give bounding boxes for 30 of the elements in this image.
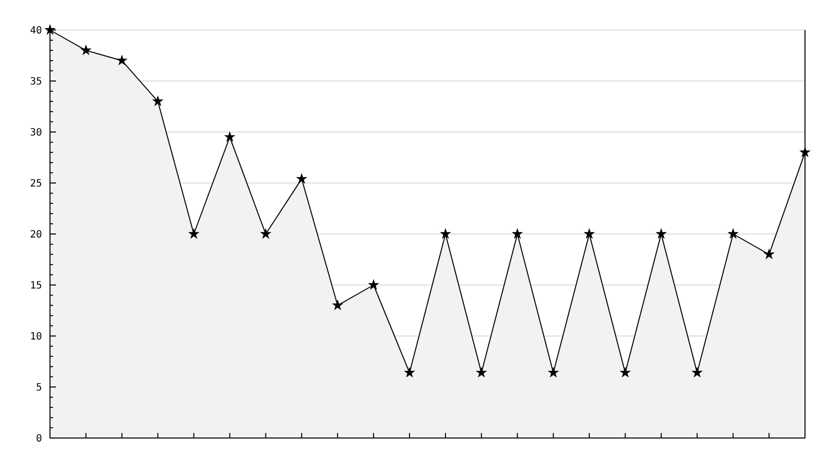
point — [512, 228, 524, 239]
point — [188, 228, 200, 239]
point — [80, 44, 92, 56]
y-tick-label: 40 — [30, 26, 42, 36]
point — [404, 366, 416, 378]
point — [440, 228, 452, 239]
point — [656, 228, 667, 239]
point — [224, 131, 236, 142]
y-tick-label: 35 — [30, 76, 42, 88]
point — [584, 228, 595, 239]
y-tick-label: 5 — [36, 382, 42, 394]
point — [620, 366, 631, 378]
point — [296, 172, 308, 184]
y-tick-label: 30 — [30, 128, 42, 138]
point — [368, 279, 380, 290]
y-tick-label: 0 — [36, 434, 42, 444]
point — [44, 24, 56, 35]
point — [332, 299, 344, 310]
y-tick-label: 15 — [30, 280, 42, 292]
point — [763, 248, 775, 260]
y-tick-label: 10 — [30, 332, 42, 342]
point — [727, 228, 739, 239]
point — [260, 228, 272, 239]
point — [116, 54, 128, 66]
y-tick-label: 25 — [30, 178, 42, 190]
point — [152, 95, 164, 106]
point — [691, 366, 703, 378]
point — [548, 366, 560, 378]
point — [476, 366, 488, 378]
y-tick-label: 20 — [30, 230, 42, 240]
